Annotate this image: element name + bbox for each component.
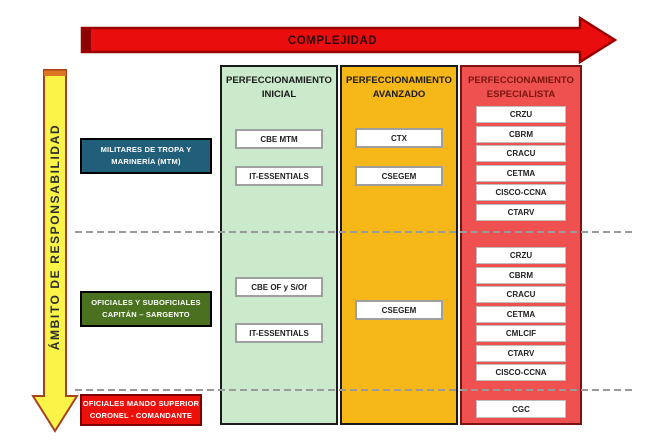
course-box: CTARV <box>476 203 566 221</box>
course-box: CMLCIF <box>476 325 566 342</box>
complexity-arrow-tail-band <box>83 29 91 51</box>
row-label-mando-superior: OFICIALES MANDO SUPERIOR CORONEL - COMAN… <box>80 394 202 426</box>
course-box-stack-oficiales-especialista: CRZU CBRM CRACU CETMA CMLCIF CTARV CISCO-CCNA <box>476 247 566 381</box>
responsibility-axis-label: ÁMBITO DE RESPONSABILIDAD <box>48 123 62 351</box>
row-label-oficiales-line1: OFICIALES Y SUBOFICIALES <box>91 298 201 308</box>
course-box: CRZU <box>476 106 566 123</box>
course-box: CSEGEM <box>355 300 443 320</box>
course-box: CRACU <box>476 145 566 162</box>
course-box: IT-ESSENTIALS <box>235 166 323 186</box>
course-box: CBRM <box>476 266 566 284</box>
row-label-mtm: MILITARES DE TROPA Y MARINERÍA (MTM) <box>80 138 212 174</box>
row-divider-2 <box>75 389 633 391</box>
column-title-avanzado: PERFECCIONAMIENTO AVANZADO <box>346 75 452 100</box>
row-label-mtm-line1: MILITARES DE TROPA Y <box>100 145 192 155</box>
column-title-inicial: PERFECCIONAMIENTO INICIAL <box>226 75 332 100</box>
responsibility-arrow-cap-band <box>44 70 66 76</box>
course-box: CBE OF y S/Of <box>235 277 323 297</box>
column-perfeccionamiento-inicial: PERFECCIONAMIENTO INICIAL <box>220 65 338 425</box>
course-box: CETMA <box>476 305 566 323</box>
complexity-axis-label: COMPLEJIDAD <box>287 35 378 47</box>
course-box: CTARV <box>476 344 566 362</box>
course-box: CBRM <box>476 125 566 143</box>
course-box: CETMA <box>476 164 566 182</box>
row-label-oficiales: OFICIALES Y SUBOFICIALES CAPITÁN – SARGE… <box>80 291 212 327</box>
column-title-especialista: PERFECCIONAMIENTO ESPECIALISTA <box>468 75 574 100</box>
row-label-mando-line2: CORONEL - COMANDANTE <box>89 411 193 420</box>
row-divider-1 <box>75 231 633 233</box>
course-box: CBE MTM <box>235 129 323 149</box>
complexity-arrow-icon <box>80 15 618 65</box>
row-label-oficiales-line2: CAPITÁN – SARGENTO <box>102 310 190 319</box>
course-box: CISCO-CCNA <box>476 184 566 201</box>
row-label-mando-line1: OFICIALES MANDO SUPERIOR <box>82 399 200 409</box>
responsibility-arrow-icon <box>31 69 79 433</box>
course-box: CSEGEM <box>355 166 443 186</box>
course-box: CRACU <box>476 286 566 303</box>
course-box: CGC <box>476 400 566 418</box>
course-box: CTX <box>355 128 443 148</box>
course-box-stack-mtm-especialista: CRZU CBRM CRACU CETMA CISCO-CCNA CTARV <box>476 106 566 221</box>
course-box: IT-ESSENTIALS <box>235 323 323 343</box>
column-perfeccionamiento-avanzado: PERFECCIONAMIENTO AVANZADO <box>340 65 458 425</box>
course-box: CISCO-CCNA <box>476 364 566 381</box>
row-label-mtm-line2: MARINERÍA (MTM) <box>111 157 181 166</box>
course-box: CRZU <box>476 247 566 264</box>
